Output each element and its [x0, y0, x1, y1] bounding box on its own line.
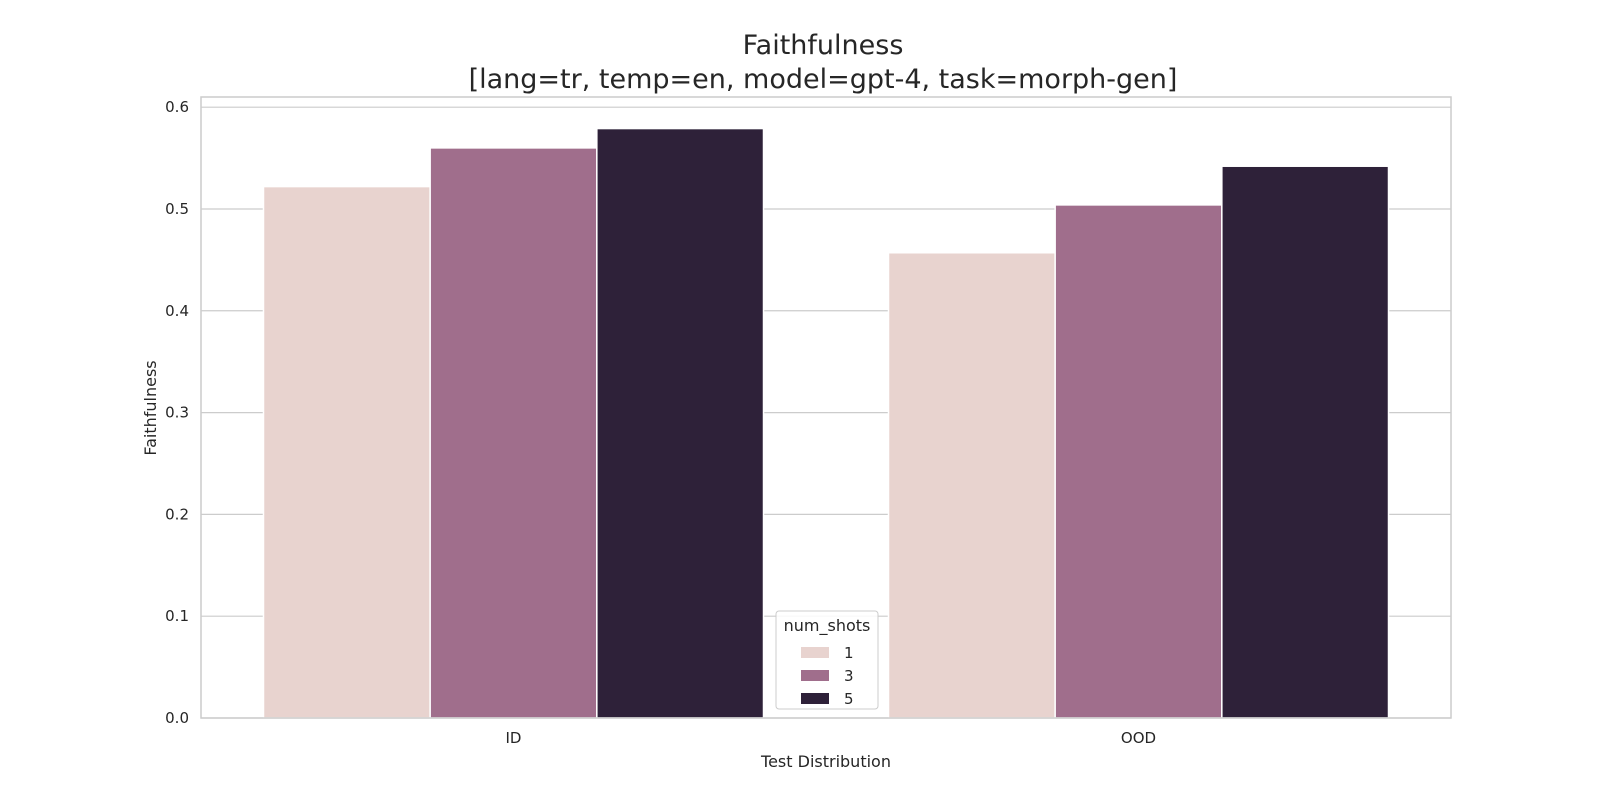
- x-tick-labels: ID OOD: [506, 729, 1157, 747]
- y-axis-label: Faithfulness: [141, 360, 160, 455]
- y-tick-labels: 0.0 0.1 0.2 0.3 0.4 0.5 0.6: [165, 98, 189, 727]
- legend-swatch: [801, 647, 829, 658]
- chart-subtitle: [lang=tr, temp=en, model=gpt-4, task=mor…: [469, 64, 1178, 95]
- bar-ood-shots-3: [1054, 204, 1223, 719]
- y-tick-label: 0.1: [165, 607, 189, 625]
- legend-label: 1: [844, 644, 854, 662]
- bar-id-shots-1: [262, 185, 431, 719]
- legend-title: num_shots: [784, 616, 871, 636]
- y-tick-label: 0.5: [165, 200, 189, 218]
- y-tick-label: 0.6: [165, 98, 189, 116]
- legend-swatch: [801, 670, 829, 681]
- y-tick-label: 0.3: [165, 404, 189, 422]
- legend-label: 5: [844, 690, 854, 708]
- bar-id-shots-5: [596, 127, 765, 719]
- plot-frame: [200, 96, 1452, 719]
- x-tick-label: ID: [506, 729, 522, 747]
- bars: [262, 127, 1390, 719]
- x-axis-label: Test Distribution: [760, 752, 891, 771]
- legend-box: [775, 610, 879, 710]
- legend-swatch: [801, 693, 829, 704]
- bar-id-shots-3: [429, 147, 598, 719]
- legend: num_shots 1 3 5: [775, 610, 879, 710]
- y-tick-label: 0.0: [165, 709, 189, 727]
- bar-ood-shots-5: [1221, 165, 1390, 719]
- x-tick-label: OOD: [1121, 729, 1156, 747]
- y-tick-label: 0.4: [165, 302, 189, 320]
- chart-title: Faithfulness: [743, 30, 904, 61]
- y-tick-label: 0.2: [165, 505, 189, 523]
- bar-ood-shots-1: [887, 252, 1056, 719]
- legend-label: 3: [844, 667, 854, 685]
